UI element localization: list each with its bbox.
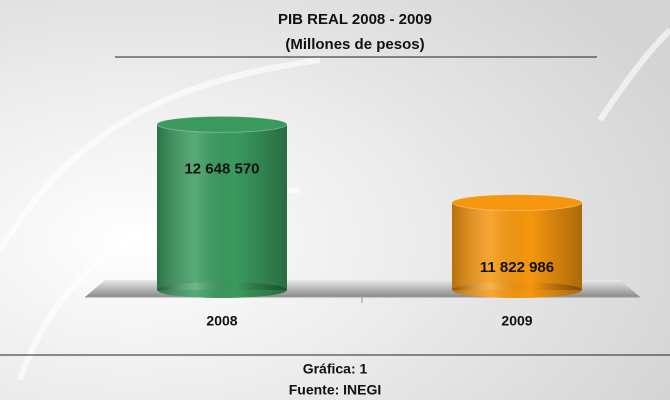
bar-shading: [157, 124, 287, 290]
bar-shading: [452, 202, 582, 290]
bar-base-shading: [157, 282, 287, 298]
bar-top: [451, 194, 583, 212]
value-label: 12 648 570: [184, 160, 259, 177]
value-label: 11 822 986: [480, 259, 554, 276]
chart-title: PIB REAL 2008 - 2009: [278, 11, 432, 28]
x-tick-label: 2009: [501, 313, 532, 329]
x-tick-label: 2008: [206, 313, 237, 329]
bar-top: [156, 115, 288, 133]
chart-subtitle: (Millones de pesos): [285, 36, 424, 53]
caption: Gráfica: 1: [303, 361, 368, 377]
bar-base-shading: [452, 282, 582, 298]
source: Fuente: INEGI: [289, 382, 382, 398]
